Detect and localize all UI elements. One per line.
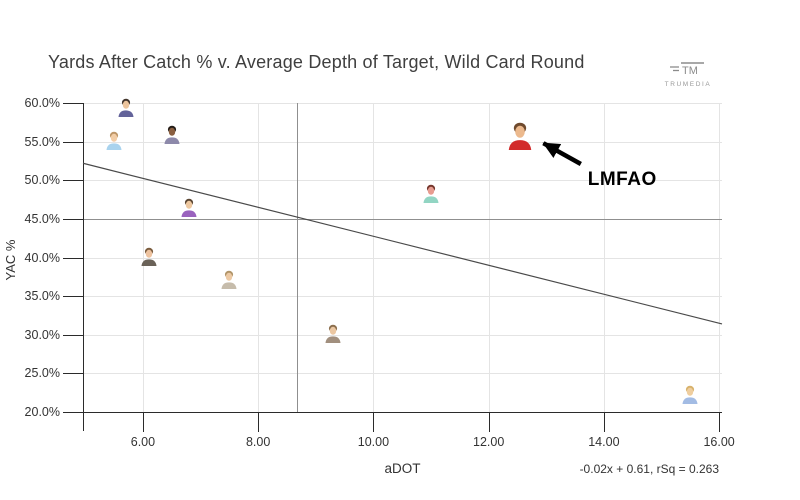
- gridline-x-10: [373, 103, 375, 412]
- data-point-avatar[interactable]: [139, 246, 159, 271]
- x-axis-line: [63, 412, 722, 413]
- data-point-avatar[interactable]: [219, 269, 239, 294]
- y-axis-line: [83, 103, 84, 431]
- trumedia-logo-mark: TM: [682, 65, 698, 75]
- player-avatar-icon: [509, 123, 532, 151]
- player-avatar-icon: [181, 199, 197, 218]
- gridline-x-16: [719, 103, 721, 412]
- y-tick-label-55: 55.0%: [24, 134, 60, 149]
- gridline-y-55: [83, 141, 722, 143]
- x-tick-16: [719, 413, 721, 432]
- gridline-y-25: [83, 373, 722, 375]
- x-tick-label-14: 14.00: [588, 435, 620, 449]
- annotation-label: LMFAO: [587, 168, 657, 190]
- data-point-avatar[interactable]: [179, 197, 199, 222]
- gridline-x-8: [258, 103, 260, 412]
- annotation-arrow: [542, 141, 582, 166]
- x-tick-6: [142, 413, 144, 432]
- mean-line-vertical: [296, 103, 298, 412]
- y-tick-60: [63, 103, 83, 104]
- data-point-avatar[interactable]: [323, 323, 343, 348]
- trend-equation-label: -0.02x + 0.61, rSq = 0.263: [579, 462, 719, 476]
- trumedia-logo-text: TRUMEDIA: [664, 81, 712, 88]
- y-tick-label-35: 35.0%: [24, 289, 60, 304]
- x-tick-14: [603, 413, 605, 432]
- y-tick-label-45: 45.0%: [24, 211, 60, 226]
- y-tick-50: [63, 180, 83, 182]
- y-tick-label-20: 20.0%: [24, 405, 60, 419]
- y-tick-label-30: 30.0%: [24, 327, 60, 342]
- y-tick-45: [63, 218, 83, 220]
- x-tick-12: [488, 413, 490, 432]
- x-axis-title: aDOT: [384, 461, 421, 476]
- x-tick-10: [373, 413, 375, 432]
- data-point-avatar[interactable]: [116, 97, 136, 122]
- trumedia-logo-icon: TM: [670, 62, 704, 77]
- trumedia-logo: TM TRUMEDIA: [660, 62, 716, 88]
- player-avatar-icon: [325, 325, 341, 344]
- player-avatar-icon: [164, 125, 180, 144]
- gridline-y-40: [83, 257, 722, 259]
- y-tick-40: [63, 257, 83, 259]
- data-point-avatar[interactable]: [680, 384, 700, 409]
- x-tick-label-6: 6.00: [130, 435, 156, 449]
- player-avatar-icon: [106, 131, 122, 151]
- gridline-y-60: [83, 103, 722, 104]
- gridline-x-14: [603, 103, 605, 412]
- data-point-avatar[interactable]: [104, 130, 124, 155]
- y-tick-label-60: 60.0%: [24, 96, 60, 110]
- player-avatar-icon: [423, 184, 439, 203]
- y-tick-20: [63, 412, 83, 413]
- y-tick-25: [63, 373, 83, 375]
- data-point-avatar[interactable]: [162, 124, 182, 149]
- y-tick-label-40: 40.0%: [24, 250, 60, 265]
- y-tick-30: [63, 334, 83, 336]
- gridline-x-12: [488, 103, 490, 412]
- x-tick-label-16: 16.00: [703, 435, 735, 449]
- gridline-y-30: [83, 334, 722, 336]
- y-tick-35: [63, 296, 83, 298]
- x-tick-8: [258, 413, 260, 432]
- data-point-avatar[interactable]: [421, 183, 441, 208]
- x-tick-label-8: 8.00: [245, 435, 271, 449]
- y-tick-label-25: 25.0%: [24, 366, 60, 381]
- player-avatar-icon: [682, 386, 698, 405]
- chart-title: Yards After Catch % v. Average Depth of …: [48, 52, 585, 72]
- player-avatar-icon: [118, 98, 134, 117]
- x-tick-label-12: 12.00: [473, 435, 505, 449]
- y-tick-label-50: 50.0%: [24, 173, 60, 188]
- player-avatar-icon: [221, 270, 237, 290]
- x-tick-label-10: 10.00: [357, 435, 390, 449]
- y-tick-55: [63, 141, 83, 143]
- data-point-avatar-highlighted[interactable]: [505, 120, 535, 155]
- player-avatar-icon: [141, 247, 157, 266]
- gridline-y-35: [83, 296, 722, 298]
